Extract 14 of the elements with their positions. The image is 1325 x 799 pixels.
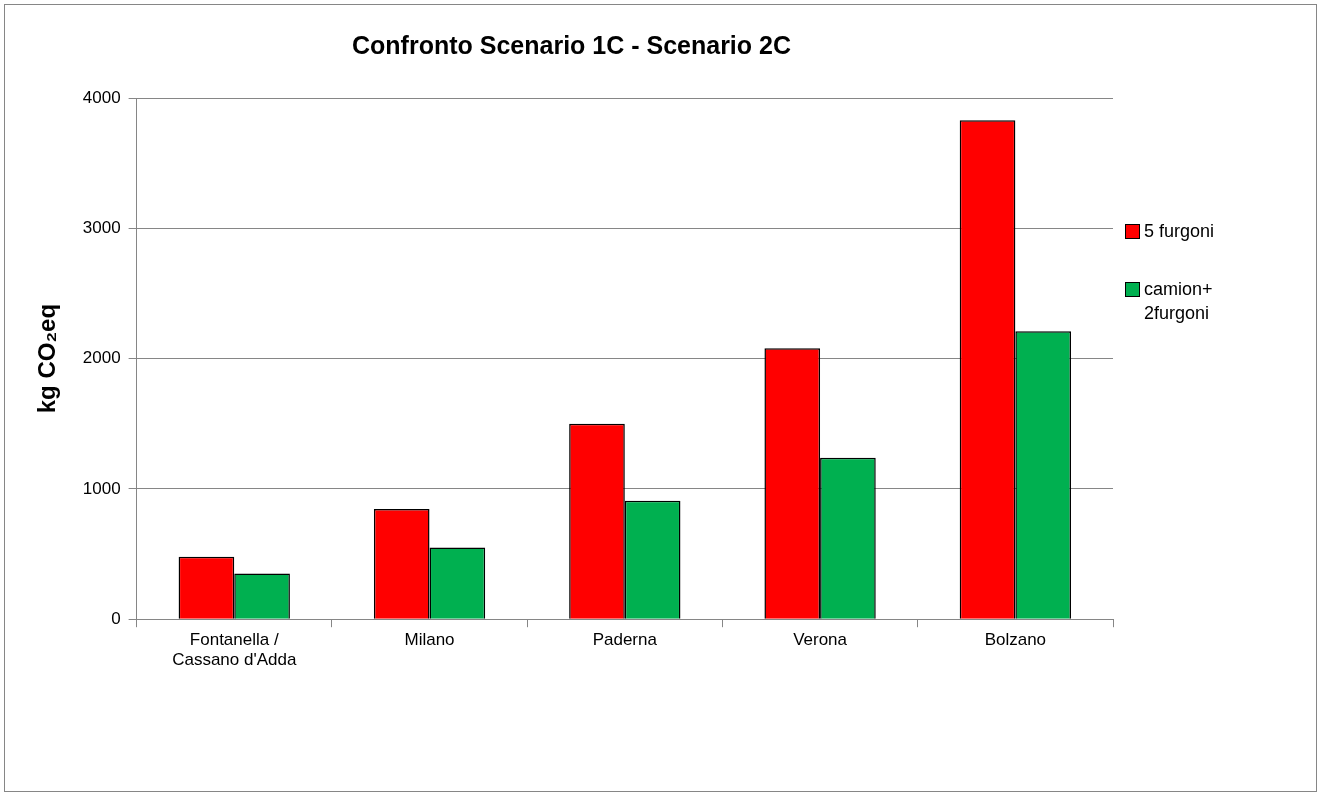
y-tick-label: 3000 (82, 217, 121, 237)
y-axis-title: kg CO₂eq (33, 303, 61, 414)
x-tick-label: Verona (793, 630, 848, 650)
x-tick-label: Paderna (592, 630, 658, 650)
legend-label: camion+ 2furgoni (1144, 277, 1214, 325)
legend-label: 5 furgoni (1144, 219, 1215, 243)
y-tick-label: 0 (111, 608, 121, 628)
x-tick-label: Milano (404, 630, 455, 650)
y-tick-label: 2000 (82, 348, 121, 368)
y-tick-label: 1000 (82, 478, 121, 498)
x-tick-label: Bolzano (984, 630, 1047, 650)
y-tick-label: 4000 (82, 87, 121, 107)
chart-title: Confronto Scenario 1C - Scenario 2C (352, 30, 791, 59)
x-tick-label: Fontanella / Cassano d'Adda (172, 630, 297, 670)
